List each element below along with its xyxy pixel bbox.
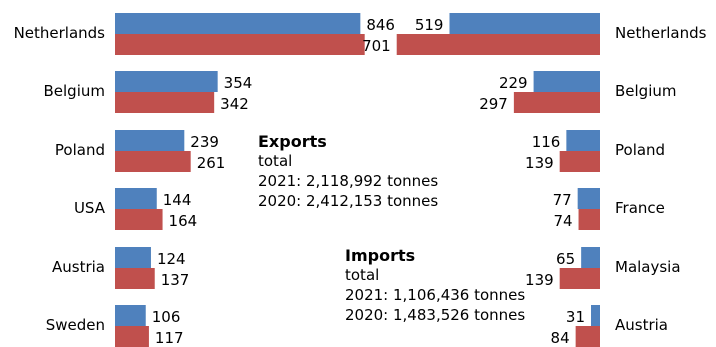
exports-value-label: 144 — [163, 191, 192, 209]
exports-value-label: 106 — [152, 308, 181, 326]
exports-category-label: USA — [74, 199, 106, 217]
exports-value-label: 124 — [157, 250, 186, 268]
exports-bar-2021 — [115, 247, 151, 268]
exports-total-label: total — [258, 152, 292, 170]
imports-category-label: Austria — [615, 316, 668, 334]
imports-value-label: 229 — [499, 74, 528, 92]
exports-bar-2020 — [115, 92, 215, 113]
exports-bar-2020 — [115, 326, 149, 347]
exports-bar-2021 — [115, 130, 185, 151]
exports-value-label: 239 — [190, 133, 219, 151]
exports-total-2020: 2020: 2,412,153 tonnes — [258, 192, 438, 210]
imports-category-label: Belgium — [615, 82, 677, 100]
imports-category-label: Poland — [615, 141, 665, 159]
exports-bar-2020 — [115, 34, 365, 55]
imports-value-label: 77 — [553, 191, 572, 209]
imports-bar-2021 — [449, 13, 600, 34]
exports-value-label: 342 — [220, 95, 249, 113]
imports-value-label: 74 — [553, 212, 572, 230]
imports-value-label: 139 — [525, 154, 554, 172]
imports-category-label: France — [615, 199, 665, 217]
exports-value-label: 846 — [366, 16, 395, 34]
imports-category-label: Netherlands — [615, 24, 707, 42]
exports-bar-2020 — [115, 151, 191, 172]
imports-category-label: Malaysia — [615, 258, 681, 276]
exports-bar-2021 — [115, 305, 146, 326]
exports-value-label: 117 — [155, 329, 184, 347]
imports-bar-2020 — [559, 268, 600, 289]
exports-value-label: 164 — [169, 212, 198, 230]
exports-value-label: 261 — [197, 154, 226, 172]
imports-title: Imports — [345, 246, 415, 265]
imports-value-label: 116 — [532, 133, 561, 151]
exports-category-label: Belgium — [44, 82, 106, 100]
exports-bar-2020 — [115, 209, 163, 230]
imports-bar-2021 — [591, 305, 600, 326]
imports-bar-2021 — [577, 188, 600, 209]
imports-value-label: 84 — [551, 329, 570, 347]
exports-bar-2021 — [115, 71, 218, 92]
imports-value-label: 31 — [566, 308, 585, 326]
imports-value-label: 297 — [479, 95, 508, 113]
imports-bar-2021 — [533, 71, 600, 92]
exports-bar-2021 — [115, 13, 361, 34]
imports-value-label: 519 — [415, 16, 444, 34]
exports-category-label: Netherlands — [14, 24, 106, 42]
exports-category-label: Sweden — [46, 316, 105, 334]
imports-panel: Netherlands 519 701 Belgium 229 297 Poland 116 1… — [362, 13, 707, 347]
exports-panel: Netherlands 846 Belgium 354 342 Poland 239 261 U… — [14, 13, 395, 347]
exports-bar-2021 — [115, 188, 157, 209]
exports-category-label: Austria — [52, 258, 105, 276]
imports-total-2021: 2021: 1,106,436 tonnes — [345, 286, 525, 304]
imports-bar-2020 — [513, 92, 600, 113]
exports-category-label: Poland — [55, 141, 105, 159]
imports-bar-2021 — [581, 247, 600, 268]
exports-value-label: 354 — [224, 74, 253, 92]
imports-bar-2020 — [575, 326, 600, 347]
exports-title: Exports — [258, 132, 327, 151]
exports-total-2021: 2021: 2,118,992 tonnes — [258, 172, 438, 190]
imports-total-label: total — [345, 266, 379, 284]
imports-value-label: 701 — [362, 37, 391, 55]
imports-total-2020: 2020: 1,483,526 tonnes — [345, 306, 525, 324]
imports-bar-2020 — [559, 151, 600, 172]
exports-bar-2020 — [115, 268, 155, 289]
exports-value-label: 137 — [161, 271, 190, 289]
imports-value-label: 65 — [556, 250, 575, 268]
imports-bar-2021 — [566, 130, 600, 151]
imports-value-label: 139 — [525, 271, 554, 289]
imports-bar-2020 — [578, 209, 600, 230]
imports-bar-2020 — [396, 34, 600, 55]
